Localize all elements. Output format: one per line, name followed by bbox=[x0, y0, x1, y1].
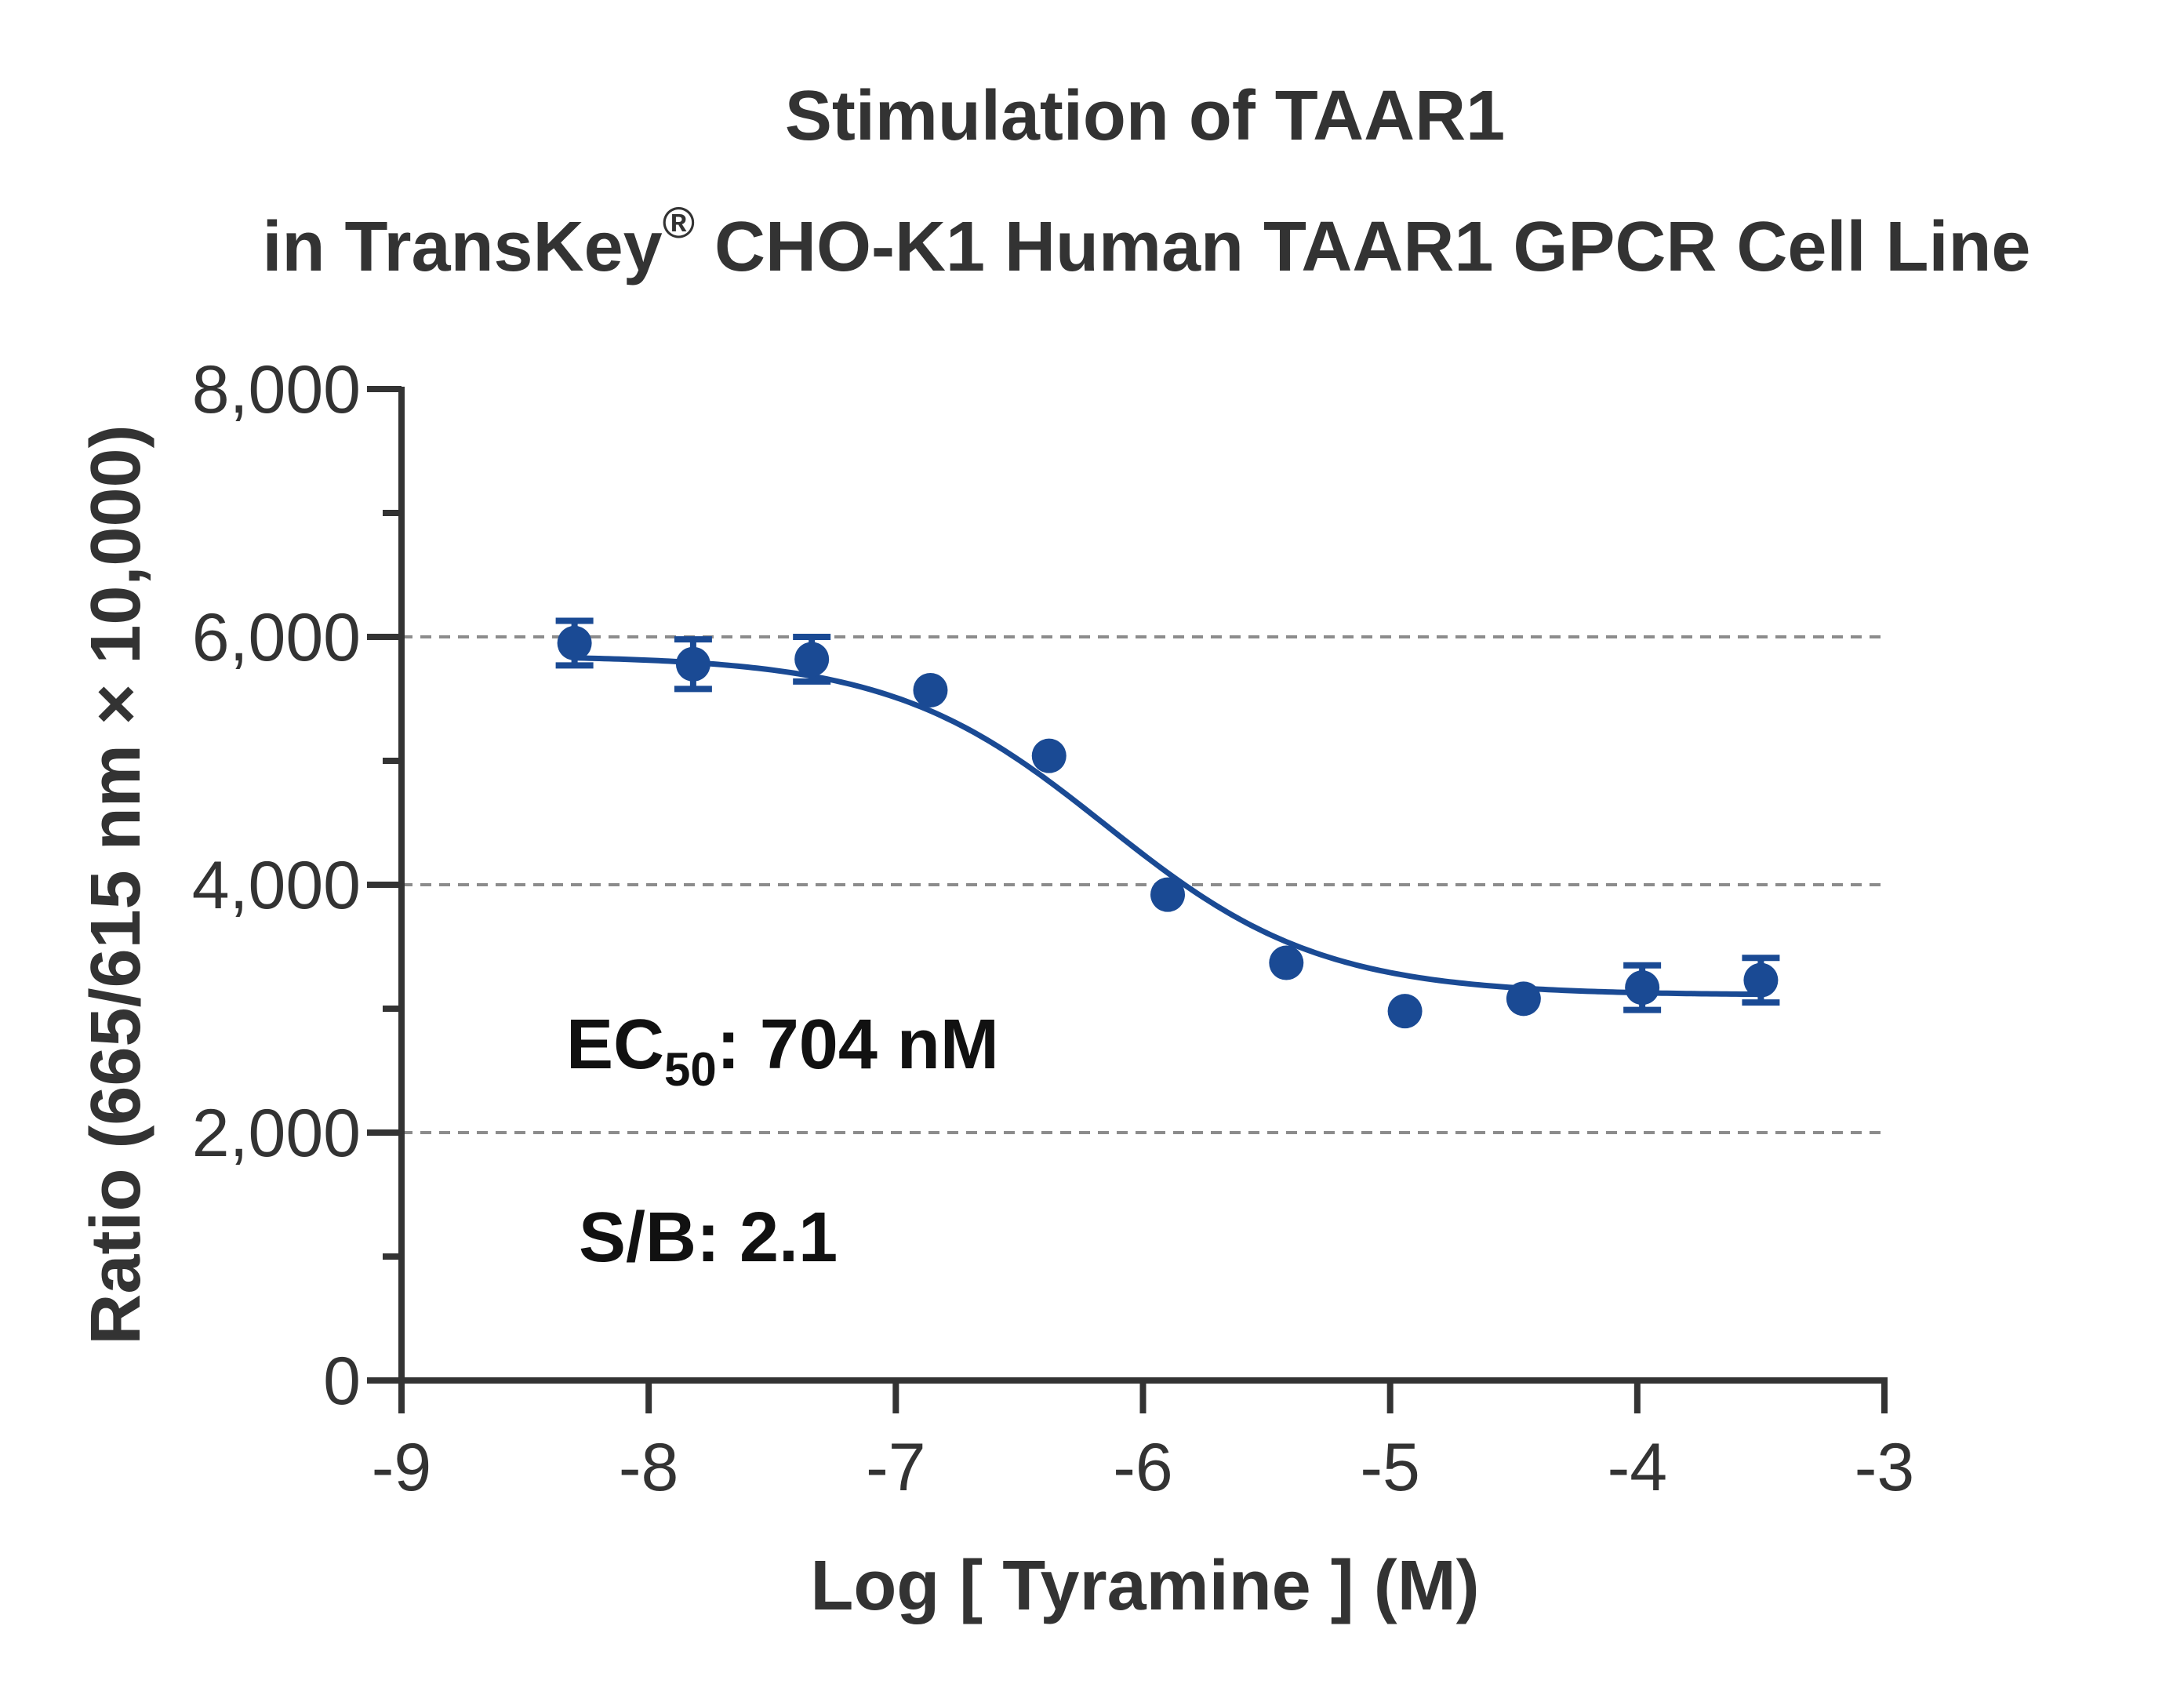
ec50-prefix: EC bbox=[566, 1006, 664, 1084]
data-point bbox=[1743, 962, 1779, 998]
data-point bbox=[1031, 738, 1067, 773]
chart-title-line2: in TransKey® CHO-K1 Human TAAR1 GPCR Cel… bbox=[263, 198, 2031, 286]
x-tick-labels: -9 -8 -7 -6 -5 -4 -3 bbox=[372, 1430, 1914, 1505]
registered-mark: ® bbox=[663, 198, 695, 247]
data-point bbox=[1506, 981, 1541, 1017]
y-tick-label: 8,000 bbox=[192, 352, 361, 427]
sb-annotation: S/B: 2.1 bbox=[579, 1198, 838, 1277]
ec50-annotation: EC50: 704 nM bbox=[566, 1006, 999, 1096]
y-tick-labels: 0 2,000 4,000 6,000 8,000 bbox=[192, 352, 361, 1419]
gridlines bbox=[402, 635, 1884, 1134]
axes bbox=[367, 386, 1888, 1413]
data-point bbox=[794, 642, 830, 677]
data-point bbox=[913, 672, 948, 707]
chart-title-line2-prefix: in TransKey bbox=[263, 208, 663, 286]
data-point bbox=[1625, 970, 1660, 1006]
x-tick-label: -7 bbox=[866, 1430, 925, 1505]
x-tick-label: -8 bbox=[619, 1430, 678, 1505]
data-point bbox=[675, 646, 710, 682]
x-tick-label: -4 bbox=[1608, 1430, 1667, 1505]
x-tick-label: -6 bbox=[1113, 1430, 1172, 1505]
chart-title-line1: Stimulation of TAAR1 bbox=[785, 77, 1505, 155]
x-tick-label: -5 bbox=[1360, 1430, 1419, 1505]
data-points bbox=[557, 625, 1779, 1029]
y-tick-label: 6,000 bbox=[192, 600, 361, 675]
data-point bbox=[1150, 877, 1186, 912]
y-tick-label: 4,000 bbox=[192, 848, 361, 923]
chart-title-line2-suffix: CHO-K1 Human TAAR1 GPCR Cell Line bbox=[695, 208, 2031, 286]
ec50-subscript: 50 bbox=[664, 1043, 717, 1096]
y-tick-label: 0 bbox=[323, 1344, 361, 1419]
data-point bbox=[1387, 994, 1423, 1029]
y-tick-label: 2,000 bbox=[192, 1096, 361, 1171]
error-bars bbox=[555, 617, 1780, 1013]
x-axis-label: Log [ Tyramine ] (M) bbox=[810, 1547, 1479, 1625]
ec50-value: : 704 nM bbox=[717, 1006, 999, 1084]
y-axis-label: Ratio (665/615 nm × 10,000) bbox=[77, 424, 155, 1344]
x-tick-label: -3 bbox=[1855, 1430, 1914, 1505]
data-point bbox=[1269, 945, 1304, 980]
data-point bbox=[557, 625, 592, 660]
x-tick-label: -9 bbox=[372, 1430, 431, 1505]
fit-curve-group bbox=[574, 655, 1761, 998]
fit-curve bbox=[574, 655, 1761, 998]
